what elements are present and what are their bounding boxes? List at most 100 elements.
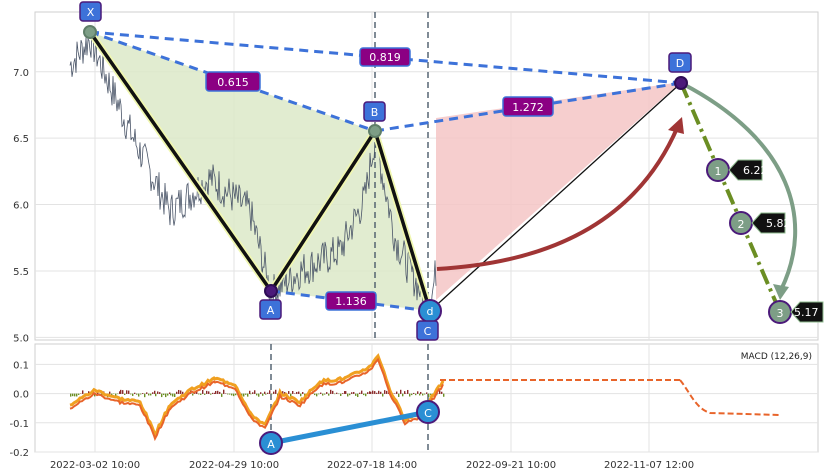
macd-histogram-bar — [182, 391, 184, 394]
macd-histogram-bar — [132, 393, 134, 396]
macd-histogram-bar — [282, 391, 284, 394]
ratio-box — [325, 291, 377, 311]
macd-histogram-bar — [154, 390, 156, 394]
macd-histogram-bar — [441, 391, 443, 394]
price-y-tick-label: 5.5 — [13, 267, 29, 278]
macd-histogram-bar — [349, 393, 351, 396]
macd-histogram-bar — [344, 391, 346, 394]
macd-histogram-bar — [78, 393, 80, 395]
macd-histogram-bar — [292, 391, 294, 394]
target-2-number: 2 — [738, 218, 745, 231]
macd-histogram-bar — [398, 393, 400, 397]
macd-histogram-bar — [372, 390, 374, 394]
point-x-marker — [83, 25, 97, 39]
macd-histogram-bar — [217, 390, 219, 394]
macd-histogram-bar — [422, 393, 424, 396]
macd-divergence-line — [270, 409, 429, 446]
macd-histogram-bar — [72, 393, 74, 397]
macd-histogram-bar — [138, 393, 140, 397]
macd-projection-tail — [679, 379, 781, 416]
macd-histogram-bar — [267, 392, 269, 394]
macd-histogram-bar — [326, 392, 328, 394]
macd-histogram-bar — [359, 392, 361, 394]
macd-histogram-bar — [336, 392, 338, 394]
target-dash-line — [679, 82, 782, 313]
macd-histogram-bar — [367, 392, 369, 394]
cd-leg-line — [429, 82, 682, 312]
macd-histogram-bar — [212, 392, 214, 394]
macd-histogram-bar — [229, 393, 231, 395]
macd-histogram-bar — [167, 393, 169, 396]
macd-point-c-label: C — [424, 407, 432, 420]
macd-histogram-bar — [374, 391, 376, 394]
macd-histogram-bar — [249, 390, 251, 394]
point-x-text: X — [87, 6, 95, 19]
macd-histogram-bar — [340, 393, 342, 396]
macd-histogram-bar — [146, 392, 148, 394]
ratio-ac: 1.136 — [335, 295, 367, 308]
point-a-marker — [264, 284, 278, 298]
macd-histogram-bar — [298, 391, 300, 394]
point-b-label: B — [363, 101, 386, 122]
macd-histogram-bar — [206, 390, 208, 394]
macd-histogram-bar — [314, 393, 316, 396]
x-tick-label: 2022-04-29 10:00 — [189, 460, 279, 471]
macd-line — [69, 357, 444, 442]
target-3: 3 5.17 — [768, 300, 824, 324]
point-box — [416, 320, 439, 341]
macd-histogram-bar — [370, 391, 372, 394]
macd-histogram-bar — [288, 391, 290, 394]
macd-histogram-bar — [378, 390, 380, 394]
macd-histogram-bar — [120, 389, 122, 394]
macd-histogram-bar — [243, 393, 245, 397]
point-box — [668, 52, 692, 73]
macd-histogram-bar — [275, 389, 277, 394]
macd-histogram-bar — [124, 393, 126, 396]
price-y-ticks: 7.0 6.5 6.0 5.5 5.0 — [13, 68, 29, 345]
point-c-label: C — [416, 320, 439, 341]
macd-histogram-bar — [384, 390, 386, 394]
macd-histogram-bar — [172, 393, 174, 397]
macd-histogram-bar — [169, 392, 171, 394]
macd-histogram-bar — [365, 393, 367, 397]
macd-histogram-bar — [443, 393, 445, 397]
macd-point-a-circle — [259, 431, 283, 455]
macd-histogram-bar — [254, 390, 256, 394]
point-a-label: A — [259, 299, 282, 320]
point-box — [363, 101, 386, 122]
x-tick-label: 2022-09-21 10:00 — [466, 460, 556, 471]
price-y-tick-label: 5.0 — [13, 333, 29, 344]
macd-histogram-bar — [198, 393, 200, 395]
projection-arrowhead — [668, 117, 684, 134]
point-d-marker — [674, 76, 688, 90]
macd-histogram-bar — [74, 393, 76, 397]
point-d-current-label: d — [427, 305, 434, 318]
macd-y-tick-label: -0.2 — [9, 448, 29, 459]
macd-histogram-bar — [316, 393, 318, 397]
macd-y-ticks: 0.1 0.0 -0.1 -0.2 — [9, 360, 29, 459]
macd-histogram-bar — [109, 391, 111, 394]
macd-histogram-bar — [155, 393, 157, 397]
point-box — [79, 1, 102, 22]
target-1: 1 6.22 — [706, 158, 768, 182]
target-2-value: 5.82 — [766, 217, 791, 230]
target-arc — [682, 82, 798, 291]
macd-histogram-bar — [250, 393, 252, 395]
ratio-xb: 0.615 — [217, 76, 249, 89]
macd-histogram-bar — [70, 393, 72, 397]
macd-histogram-bar — [128, 390, 130, 394]
macd-histogram-bar — [223, 389, 225, 394]
macd-histogram-bar — [318, 393, 320, 395]
macd-histogram-bar — [165, 393, 167, 398]
point-d-label: D — [668, 52, 692, 73]
ratio-xd: 0.819 — [369, 51, 401, 64]
macd-histogram-bar — [334, 393, 336, 395]
ratio-label-xb: 0.615 — [205, 71, 261, 92]
pattern-leg-line — [88, 30, 432, 312]
ratio-box — [359, 47, 411, 67]
macd-histogram-bar — [94, 393, 96, 397]
target-2-tag — [751, 212, 786, 234]
macd-histogram-bar — [357, 393, 359, 398]
macd-histogram-bar — [170, 393, 172, 396]
macd-histogram-bar — [115, 393, 117, 398]
